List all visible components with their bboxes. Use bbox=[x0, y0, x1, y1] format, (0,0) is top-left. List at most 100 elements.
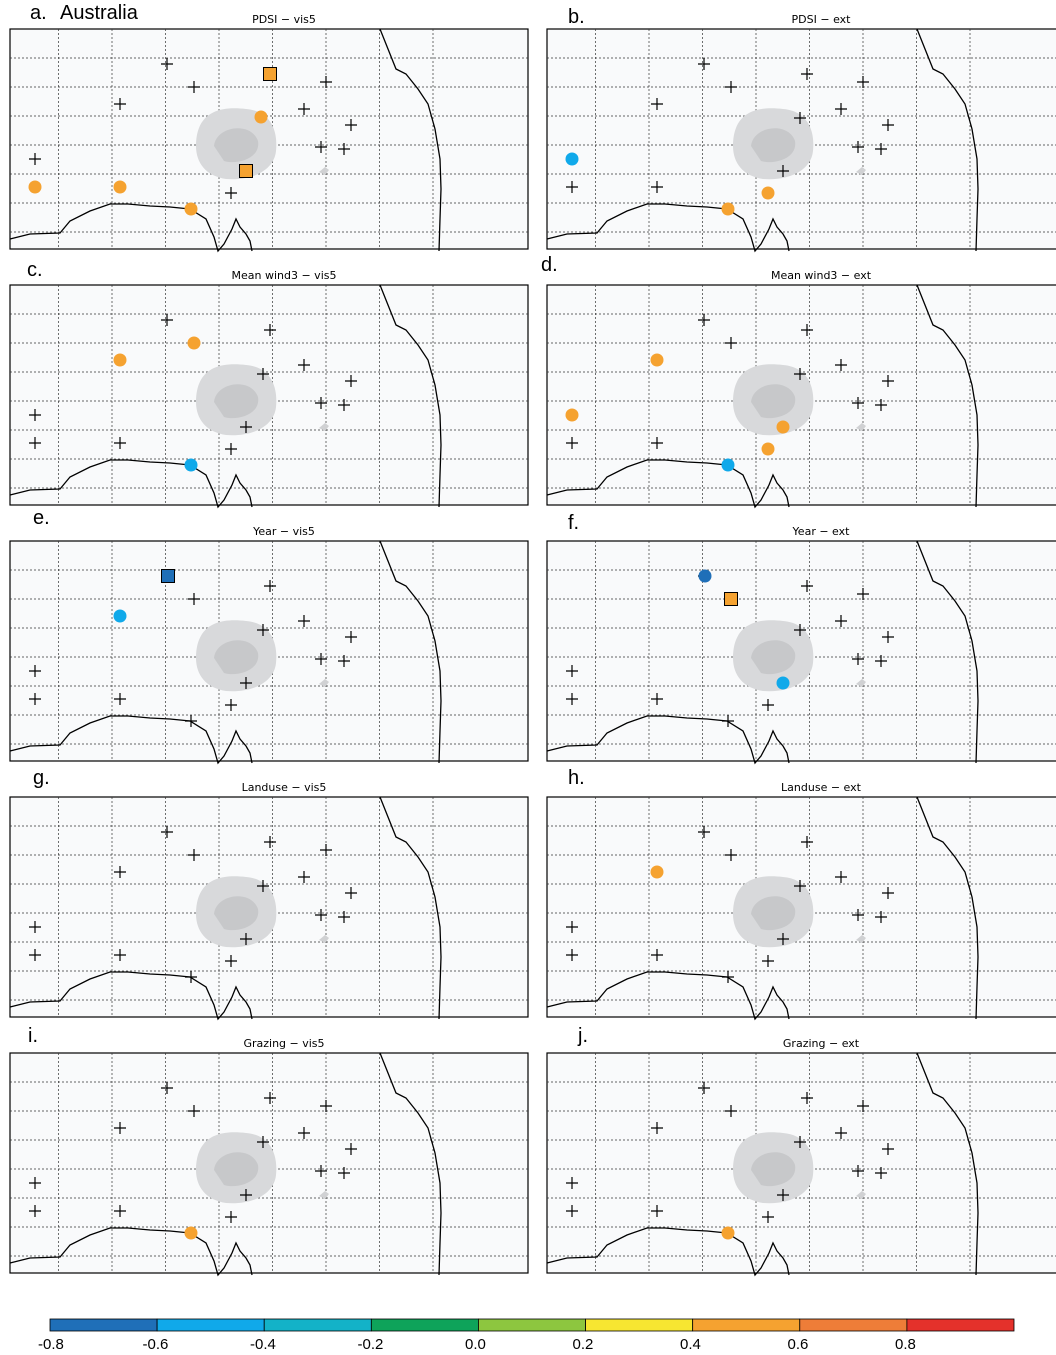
station-point-circle bbox=[565, 408, 579, 422]
panel-title: Mean wind3 − vis5 bbox=[231, 269, 337, 282]
colorbar-segment bbox=[692, 1318, 801, 1332]
station-marker-insignificant bbox=[801, 836, 813, 848]
station-marker-insignificant bbox=[315, 1165, 327, 1177]
station-marker-insignificant bbox=[651, 1122, 663, 1134]
station-point-circle bbox=[184, 1226, 198, 1240]
station-marker-insignificant bbox=[857, 76, 869, 88]
station-marker-insignificant bbox=[315, 653, 327, 665]
station-marker-insignificant bbox=[29, 437, 41, 449]
station-marker-insignificant bbox=[161, 1082, 173, 1094]
colorbar-tick-label: -0.2 bbox=[357, 1336, 384, 1353]
station-point-circle bbox=[113, 180, 127, 194]
shaded-region-inner bbox=[751, 640, 796, 675]
coastline-south bbox=[9, 1227, 253, 1277]
station-marker-insignificant bbox=[875, 1167, 887, 1179]
station-marker-insignificant bbox=[875, 143, 887, 155]
shaded-spot bbox=[856, 167, 866, 175]
panel-title: Grazing − ext bbox=[782, 1037, 860, 1050]
station-marker-insignificant bbox=[875, 655, 887, 667]
shaded-spot bbox=[319, 423, 329, 431]
station-marker-insignificant bbox=[725, 1105, 737, 1117]
station-point-circle bbox=[184, 458, 198, 472]
station-point-circle bbox=[776, 676, 790, 690]
coastline-south bbox=[9, 203, 253, 253]
shaded-region-inner bbox=[214, 128, 259, 163]
station-marker-insignificant bbox=[315, 141, 327, 153]
shaded-region-inner bbox=[214, 640, 259, 675]
coastline-east bbox=[379, 540, 442, 764]
station-marker-insignificant bbox=[338, 911, 350, 923]
station-marker-insignificant bbox=[315, 397, 327, 409]
station-marker-insignificant bbox=[875, 399, 887, 411]
station-marker-insignificant bbox=[762, 699, 774, 711]
station-marker-insignificant bbox=[566, 665, 578, 677]
station-marker-insignificant bbox=[852, 653, 864, 665]
station-marker-insignificant bbox=[777, 165, 789, 177]
station-marker-insignificant bbox=[345, 119, 357, 131]
coastline-south bbox=[9, 459, 253, 509]
station-marker-insignificant bbox=[794, 624, 806, 636]
station-marker-insignificant bbox=[882, 631, 894, 643]
coastline-east bbox=[916, 796, 979, 1020]
station-marker-insignificant bbox=[29, 949, 41, 961]
station-marker-insignificant bbox=[566, 1177, 578, 1189]
coastline-east bbox=[916, 28, 979, 252]
coastline-east bbox=[916, 1052, 979, 1276]
station-marker-insignificant bbox=[114, 866, 126, 878]
colorbar-tick-label: -0.8 bbox=[38, 1336, 64, 1353]
map-panel bbox=[9, 540, 529, 765]
shaded-region-inner bbox=[751, 128, 796, 163]
station-marker-insignificant bbox=[264, 1092, 276, 1104]
station-marker-insignificant bbox=[835, 615, 847, 627]
station-marker-insignificant bbox=[698, 1082, 710, 1094]
panel-letter: j. bbox=[578, 1025, 588, 1047]
station-marker-insignificant bbox=[882, 887, 894, 899]
station-marker-insignificant bbox=[29, 1205, 41, 1217]
panel-title: Mean wind3 − ext bbox=[770, 269, 872, 282]
station-marker-insignificant bbox=[264, 580, 276, 592]
station-point-circle bbox=[776, 420, 790, 434]
station-point-circle bbox=[187, 336, 201, 350]
station-marker-insignificant bbox=[725, 81, 737, 93]
station-marker-insignificant bbox=[852, 1165, 864, 1177]
colorbar-tick-label: 0.0 bbox=[465, 1336, 486, 1353]
station-marker-insignificant bbox=[794, 1136, 806, 1148]
station-marker-insignificant bbox=[225, 1211, 237, 1223]
station-marker-insignificant bbox=[777, 933, 789, 945]
station-point-circle bbox=[761, 442, 775, 456]
station-point-circle bbox=[28, 180, 42, 194]
panel-title: Landuse − vis5 bbox=[241, 781, 327, 794]
station-point-square bbox=[263, 67, 277, 81]
station-marker-insignificant bbox=[835, 1127, 847, 1139]
station-marker-insignificant bbox=[240, 933, 252, 945]
station-marker-insignificant bbox=[264, 836, 276, 848]
station-marker-insignificant bbox=[257, 1136, 269, 1148]
station-marker-insignificant bbox=[762, 1211, 774, 1223]
station-marker-insignificant bbox=[882, 119, 894, 131]
map-panel bbox=[9, 284, 529, 509]
station-point-circle bbox=[721, 458, 735, 472]
coastline-south bbox=[546, 971, 790, 1021]
coastline-east bbox=[379, 28, 442, 252]
station-marker-insignificant bbox=[852, 397, 864, 409]
colorbar-tick-label: 0.6 bbox=[787, 1336, 809, 1353]
colorbar-tick-label: -0.4 bbox=[250, 1336, 276, 1353]
station-marker-insignificant bbox=[240, 677, 252, 689]
station-marker-insignificant bbox=[345, 887, 357, 899]
colorbar-segment bbox=[49, 1318, 158, 1332]
station-marker-insignificant bbox=[225, 699, 237, 711]
station-marker-insignificant bbox=[794, 368, 806, 380]
coastline-south bbox=[546, 459, 790, 509]
shaded-spot bbox=[856, 679, 866, 687]
coastline-south bbox=[9, 971, 253, 1021]
shaded-region-inner bbox=[214, 896, 259, 931]
station-point-circle bbox=[184, 202, 198, 216]
station-marker-insignificant bbox=[345, 631, 357, 643]
station-marker-insignificant bbox=[852, 141, 864, 153]
station-marker-insignificant bbox=[240, 1189, 252, 1201]
colorbar-tick-label: -0.6 bbox=[142, 1336, 169, 1353]
coastline-south bbox=[546, 715, 790, 765]
station-point-circle bbox=[650, 865, 664, 879]
station-marker-insignificant bbox=[725, 337, 737, 349]
station-point-circle bbox=[761, 186, 775, 200]
